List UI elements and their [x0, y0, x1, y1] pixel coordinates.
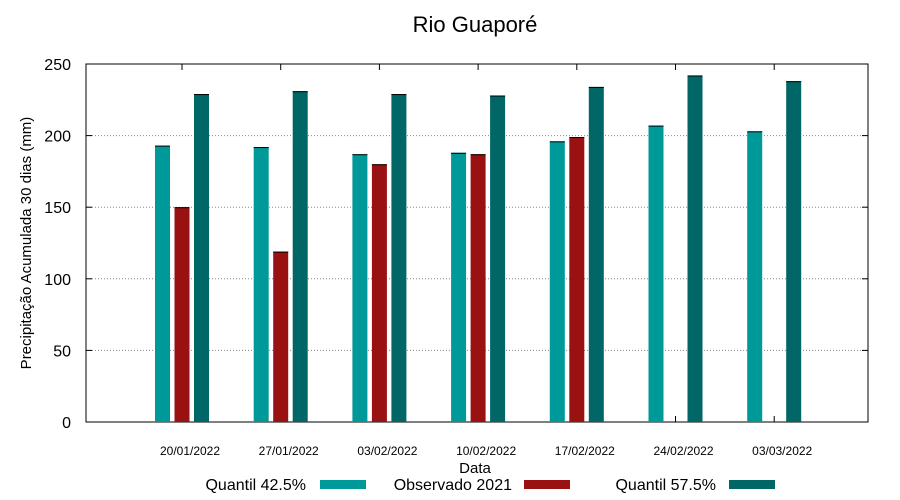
x-axis: 20/01/2022 27/01/2022 03/02/2022 10/02/2022…	[160, 64, 813, 458]
bar	[391, 94, 407, 423]
legend-label: Quantil 42.5%	[205, 477, 306, 494]
legend-label: Observado 2021	[394, 477, 512, 494]
legend-swatch	[729, 480, 775, 489]
x-tick-label: 17/02/2022	[555, 444, 615, 458]
x-tick-label: 03/03/2022	[752, 444, 812, 458]
y-axis: 0 50 100 150 200 250	[44, 57, 868, 432]
bars	[155, 75, 802, 423]
legend-label: Quantil 57.5%	[615, 477, 716, 494]
bar	[371, 164, 387, 423]
y-tick-label: 0	[62, 415, 71, 432]
bar	[490, 95, 506, 422]
bar	[194, 94, 209, 423]
bar	[648, 125, 664, 423]
y-tick-label: 100	[44, 272, 71, 289]
x-tick-label: 27/01/2022	[259, 444, 319, 458]
y-tick-label: 50	[53, 343, 71, 360]
bar	[786, 81, 802, 423]
y-axis-label: Precipitação Acumulada 30 dias (mm)	[18, 117, 35, 370]
y-tick-label: 150	[44, 200, 71, 217]
bar	[174, 207, 190, 422]
x-tick-label: 03/02/2022	[357, 444, 417, 458]
x-tick-label: 24/02/2022	[653, 444, 713, 458]
bar	[747, 131, 763, 422]
bar	[569, 137, 585, 423]
bar	[155, 145, 170, 422]
legend: Quantil 42.5% Observado 2021 Quantil 57.5%	[205, 477, 775, 494]
bar	[292, 91, 308, 422]
bar	[253, 147, 269, 422]
bar	[451, 152, 467, 422]
bar	[352, 154, 368, 422]
y-tick-label: 200	[44, 129, 71, 146]
bar	[549, 141, 565, 422]
y-tick-label: 250	[44, 57, 71, 74]
x-tick-label: 10/02/2022	[456, 444, 516, 458]
x-tick-label: 20/01/2022	[160, 444, 220, 458]
bar	[273, 251, 289, 422]
bar	[588, 86, 604, 423]
x-axis-label: Data	[459, 460, 491, 477]
chart-title: Rio Guaporé	[413, 12, 538, 37]
bar	[470, 154, 486, 422]
legend-swatch	[524, 480, 570, 489]
bar	[687, 75, 703, 423]
legend-swatch	[320, 480, 366, 489]
